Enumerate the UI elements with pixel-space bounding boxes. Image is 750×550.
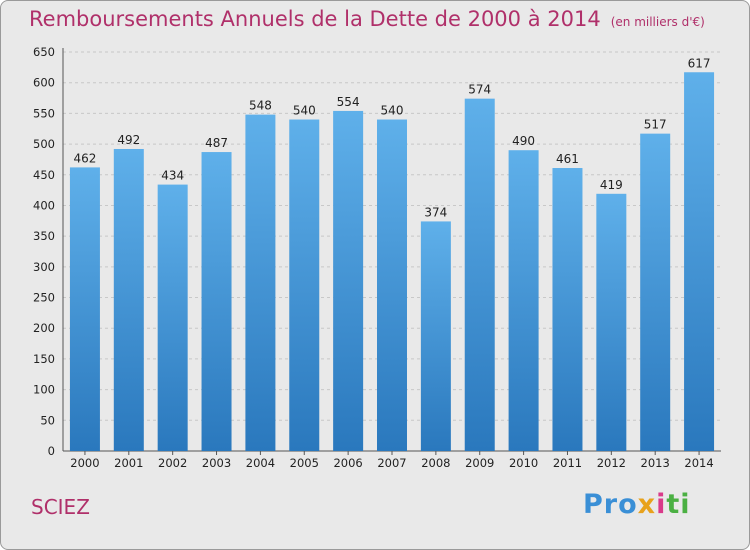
- x-tick-label: 2011: [553, 456, 582, 470]
- x-tick-label: 2013: [641, 456, 670, 470]
- bar: [684, 72, 715, 451]
- x-tick-label: 2007: [377, 456, 406, 470]
- bar: [157, 184, 188, 452]
- bar: [113, 148, 144, 452]
- y-tick-label: 200: [33, 321, 55, 335]
- y-tick-label: 300: [33, 260, 55, 274]
- bar-value-label: 617: [688, 56, 711, 70]
- bar-value-label: 517: [644, 118, 667, 132]
- y-tick-label: 600: [33, 76, 55, 90]
- bar: [508, 150, 539, 451]
- logo-part-1: Pro: [583, 489, 638, 520]
- logo-part-4: ti: [666, 489, 691, 520]
- y-tick-label: 450: [33, 168, 55, 182]
- y-tick-label: 550: [33, 106, 55, 120]
- x-tick-label: 2002: [158, 456, 187, 470]
- x-tick-label: 2000: [70, 456, 99, 470]
- bar-value-label: 492: [117, 133, 140, 147]
- bar: [69, 167, 100, 451]
- x-tick-label: 2014: [684, 456, 713, 470]
- bar-value-label: 540: [293, 104, 316, 118]
- chart-title: Remboursements Annuels de la Dette de 20…: [29, 7, 705, 31]
- bar-value-label: 554: [337, 95, 360, 109]
- y-tick-label: 400: [33, 198, 55, 212]
- x-tick-label: 2012: [597, 456, 626, 470]
- y-tick-label: 350: [33, 229, 55, 243]
- bar: [420, 221, 451, 451]
- bar: [464, 98, 495, 451]
- bar-value-label: 540: [381, 104, 404, 118]
- bar-value-label: 490: [512, 134, 535, 148]
- bar: [245, 114, 276, 451]
- bar: [596, 193, 627, 451]
- x-tick-label: 2010: [509, 456, 538, 470]
- bar-value-label: 374: [424, 205, 447, 219]
- y-tick-label: 500: [33, 137, 55, 151]
- y-tick-label: 650: [33, 45, 55, 59]
- chart-title-text: Remboursements Annuels de la Dette de 20…: [29, 7, 601, 31]
- x-tick-label: 2008: [421, 456, 450, 470]
- bar: [201, 152, 232, 451]
- x-tick-label: 2004: [246, 456, 275, 470]
- bar: [552, 168, 583, 452]
- bar-value-label: 548: [249, 99, 272, 113]
- chart-unit-label: (en milliers d'€): [610, 15, 705, 29]
- bar-value-label: 434: [161, 169, 184, 183]
- bar-value-label: 487: [205, 136, 228, 150]
- bar-value-label: 419: [600, 178, 623, 192]
- proxiti-logo: Proxiti: [583, 489, 691, 520]
- x-tick-label: 2006: [333, 456, 362, 470]
- bar-value-label: 461: [556, 152, 579, 166]
- bar: [289, 119, 320, 452]
- y-tick-label: 50: [40, 413, 55, 427]
- y-tick-label: 250: [33, 291, 55, 305]
- y-tick-label: 0: [48, 444, 55, 458]
- bar-value-label: 574: [468, 83, 491, 97]
- x-tick-label: 2001: [114, 456, 143, 470]
- logo-part-3: i: [656, 489, 667, 520]
- x-tick-label: 2009: [465, 456, 494, 470]
- x-tick-label: 2005: [290, 456, 319, 470]
- bar-value-label: 462: [73, 151, 96, 165]
- y-tick-label: 150: [33, 352, 55, 366]
- bar: [640, 133, 671, 451]
- bar: [377, 119, 407, 452]
- logo-part-2: x: [637, 489, 657, 520]
- commune-name: SCIEZ: [31, 495, 90, 519]
- bar: [333, 110, 364, 451]
- x-tick-label: 2003: [202, 456, 231, 470]
- y-tick-label: 100: [33, 383, 55, 397]
